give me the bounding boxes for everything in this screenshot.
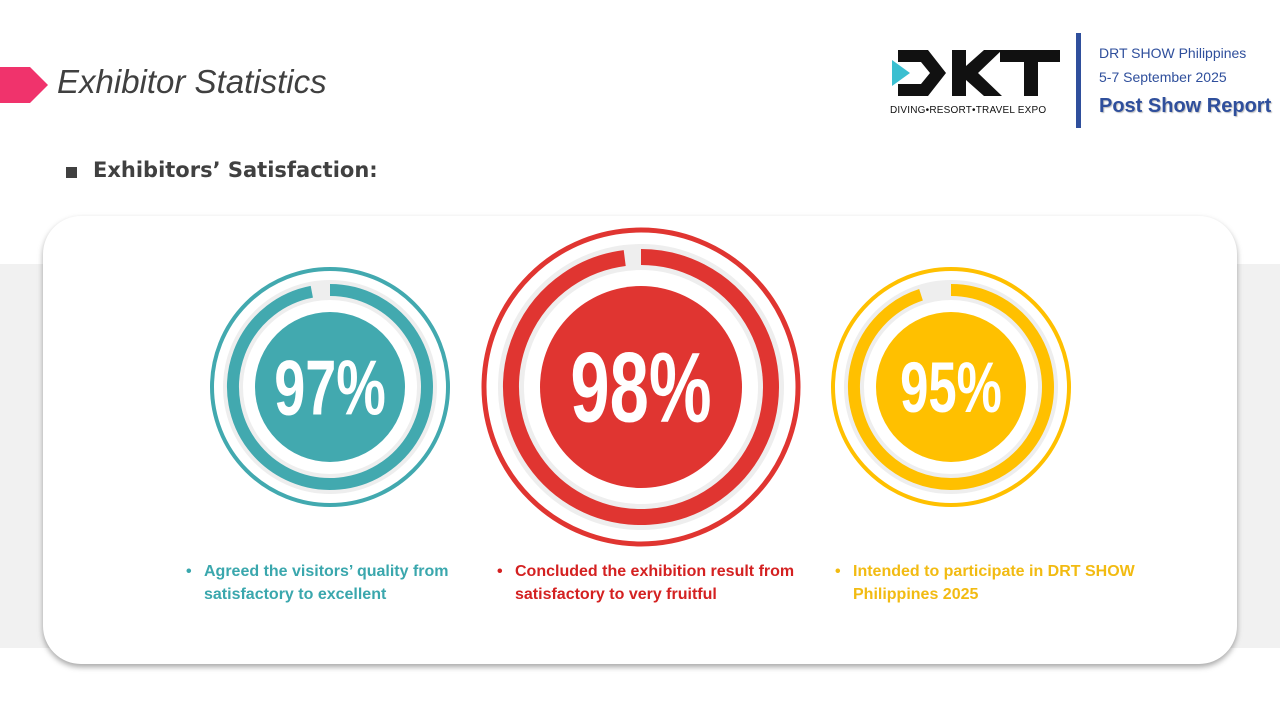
gauge-progress-arc <box>503 249 779 525</box>
caption-bullet-icon: • <box>835 563 841 580</box>
caption-text: Intended to participate in DRT SHOW Phil… <box>853 563 1135 603</box>
section-bullet-icon <box>66 167 77 178</box>
gauge-progress-arc <box>848 284 1054 490</box>
logo-tagline: DIVING•RESORT•TRAVEL EXPO <box>890 105 1047 116</box>
gauge-1: 97% <box>210 267 450 507</box>
caption-bullet-icon: • <box>186 563 192 580</box>
gauge-center <box>255 312 405 462</box>
show-name: DRT SHOW Philippines <box>1099 45 1247 61</box>
caption-bullet-icon: • <box>497 563 503 580</box>
gauge-2: 98% <box>481 227 801 547</box>
gauge-value: 97% <box>274 345 386 431</box>
show-dates: 5-7 September 2025 <box>1099 69 1227 85</box>
drt-logo <box>892 50 1060 96</box>
gauge-progress-arc <box>227 284 433 490</box>
caption-text: Agreed the visitors’ quality from satisf… <box>204 563 449 603</box>
gauge-value: 98% <box>570 333 711 444</box>
page-title: Exhibitor Statistics <box>57 63 327 100</box>
header-divider <box>1076 33 1081 128</box>
title-arrow-icon <box>0 67 48 103</box>
section-heading: Exhibitors’ Satisfaction: <box>93 158 378 182</box>
caption-text: Concluded the exhibition result from sat… <box>515 563 795 603</box>
gauge-value: 95% <box>900 349 1002 428</box>
report-title: Post Show Report <box>1099 95 1272 117</box>
gauge-3: 95% <box>831 267 1071 507</box>
gauge-center <box>540 286 742 488</box>
gauge-center <box>876 312 1026 462</box>
